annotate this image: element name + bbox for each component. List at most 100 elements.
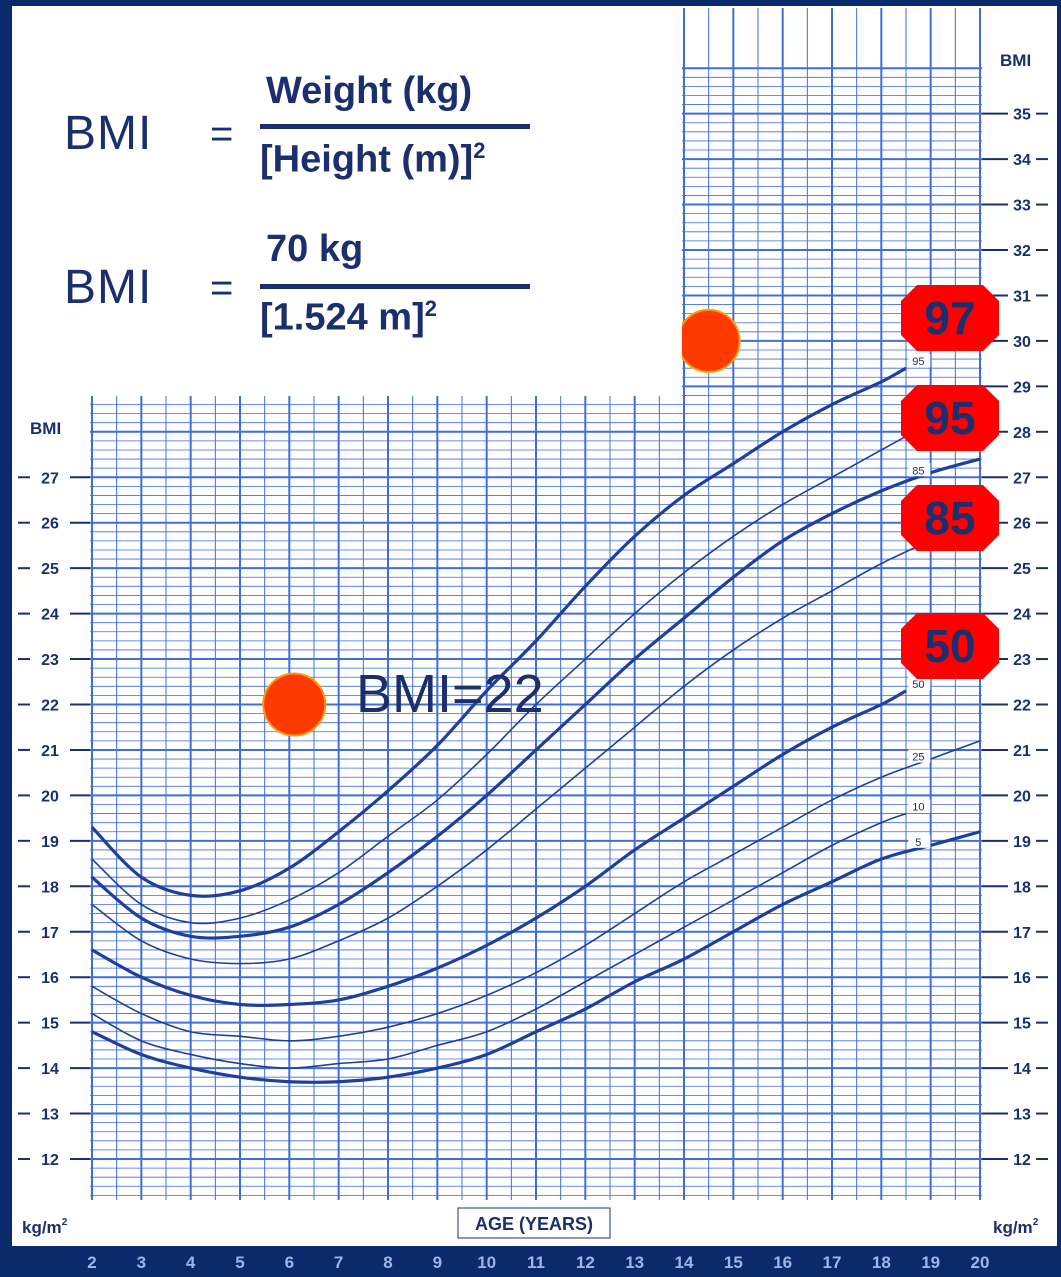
- formula2-fraction-bar: [260, 284, 530, 289]
- y-tick-label-right: 24: [1013, 607, 1031, 624]
- y-tick-label-right: 15: [1013, 1016, 1031, 1033]
- y-tick-label-right: 31: [1013, 288, 1031, 305]
- x-tick-label: 4: [186, 1253, 196, 1272]
- percentile-curve-10: [91, 812, 907, 1069]
- y-tick-label-right: 18: [1013, 879, 1031, 896]
- x-tick-label: 7: [334, 1253, 343, 1272]
- x-tick-label: 19: [921, 1253, 940, 1272]
- y-tick-label-right: 21: [1013, 743, 1031, 760]
- percentile-curve-95: [90, 366, 907, 898]
- percentile-label-25: 25: [912, 752, 924, 764]
- x-tick-label: 2: [87, 1253, 96, 1272]
- x-axis-title-bg: [457, 1207, 611, 1239]
- percentile-curve-5: [91, 830, 981, 1084]
- percentile-label-bg: [908, 463, 931, 477]
- percentile-curve-25: [91, 740, 981, 1042]
- formula2-denominator: [1.524 m]2: [260, 296, 437, 339]
- y-tick-label-right: 17: [1013, 925, 1031, 942]
- percentile-label-85: 85: [912, 465, 924, 477]
- percentile-curve-85: [90, 457, 981, 940]
- bmi-annotation: BMI=22: [356, 664, 544, 724]
- badge-shape: [901, 485, 999, 551]
- y-tick-label-right: 33: [1013, 198, 1031, 215]
- x-tick-label: 9: [433, 1253, 442, 1272]
- y-tick-label-right: 32: [1013, 243, 1031, 260]
- badge-label: 95: [924, 392, 975, 444]
- y-title-left-bg: [20, 414, 82, 440]
- y-tick-label-right: 34: [1013, 152, 1031, 169]
- formula1-equals: =: [210, 112, 234, 156]
- y-tick-label-left: 21: [41, 743, 59, 760]
- formula1-denominator: [Height (m)]2: [260, 138, 486, 181]
- y-tick-label-left: 23: [41, 652, 59, 669]
- badge-shape: [901, 613, 999, 679]
- y-tick-label-right: 12: [1013, 1152, 1031, 1169]
- x-tick-label: 17: [823, 1253, 842, 1272]
- y-tick-label-left: 13: [41, 1107, 59, 1124]
- percentile-label-50: 50: [912, 679, 924, 691]
- y-axis-title-right: BMI: [1000, 51, 1031, 70]
- y-tick-label-right: 22: [1013, 698, 1031, 715]
- x-tick-label: 12: [576, 1253, 595, 1272]
- y-tick-label-left: 26: [41, 516, 59, 533]
- unit-label-right: kg/m2: [993, 1217, 1039, 1237]
- percentile-label-bg: [908, 834, 931, 848]
- unit-label-right-bg: [988, 1210, 1056, 1240]
- y-tick-label-right: 35: [1013, 107, 1031, 124]
- formula2-lhs: BMI: [64, 261, 153, 314]
- percentile-label-5: 5: [915, 837, 921, 849]
- percentile-label-bg: [908, 749, 931, 763]
- y-tick-label-left: 22: [41, 698, 59, 715]
- y-tick-label-left: 19: [41, 834, 59, 851]
- y-tick-label-left: 12: [41, 1152, 59, 1169]
- x-tick-label: 16: [773, 1253, 792, 1272]
- percentile-label-10: 10: [912, 802, 924, 814]
- y-tick-label-right: 23: [1013, 652, 1031, 669]
- y-tick-label-left: 20: [41, 788, 59, 805]
- badge-label: 85: [924, 492, 975, 544]
- formula2-numerator: 70 kg: [266, 228, 364, 270]
- x-tick-label: 3: [137, 1253, 146, 1272]
- x-tick-label: 14: [675, 1253, 694, 1272]
- badge-label: 50: [924, 620, 975, 672]
- y-tick-label-right: 13: [1013, 1107, 1031, 1124]
- x-tick-label: 11: [527, 1253, 545, 1272]
- bmi-points: [262, 308, 741, 737]
- x-tick-label: 5: [235, 1253, 244, 1272]
- x-tick-label: 10: [477, 1253, 496, 1272]
- percentile-label-bg: [908, 799, 931, 813]
- y-tick-label-left: 27: [41, 470, 59, 487]
- y-tick-label-right: 30: [1013, 334, 1031, 351]
- x-tick-label: 8: [383, 1253, 392, 1272]
- x-tick-label: 6: [285, 1253, 294, 1272]
- x-axis-title: AGE (YEARS): [475, 1214, 593, 1234]
- y-tick-label-right: 16: [1013, 970, 1031, 987]
- bmi-point-1: [262, 672, 327, 737]
- y-tick-label-left: 14: [41, 1061, 59, 1078]
- percentile-curves: [90, 366, 981, 1084]
- y-title-right-bg: [995, 47, 1047, 73]
- y-tick-label-right: 14: [1013, 1061, 1031, 1078]
- x-tick-label: 20: [971, 1253, 990, 1272]
- y-tick-label-right: 26: [1013, 516, 1031, 533]
- y-tick-label-left: 15: [41, 1016, 59, 1033]
- y-tick-label-right: 19: [1013, 834, 1031, 851]
- badge-85: 85: [901, 485, 999, 551]
- bmi-point-2: [676, 308, 741, 373]
- y-tick-label-left: 17: [41, 925, 59, 942]
- badge-50: 50: [901, 613, 999, 679]
- percentile-curve-90: [91, 435, 907, 925]
- y-tick-label-right: 27: [1013, 470, 1031, 487]
- y-tick-label-right: 20: [1013, 788, 1031, 805]
- badge-shape: [901, 285, 999, 351]
- formula1-fraction-bar: [260, 124, 530, 129]
- percentile-curve-50: [91, 689, 907, 1007]
- y-tick-label-right: 29: [1013, 379, 1031, 396]
- unit-label-left-bg: [18, 1210, 86, 1240]
- percentile-label-bg: [908, 676, 931, 690]
- percentile-curve-75: [91, 521, 981, 965]
- y-tick-label-left: 24: [41, 607, 59, 624]
- x-axis-ticks: 2 3 4 5 6 7 8 9 10 11 12 13 14 15 16 17 18 19 20: [87, 1253, 989, 1272]
- y-axis-ticks: 12 13 14 15 16 17 18 19 20 21 22 23 24 25 26 27 12 13 14 15…: [18, 107, 1048, 1169]
